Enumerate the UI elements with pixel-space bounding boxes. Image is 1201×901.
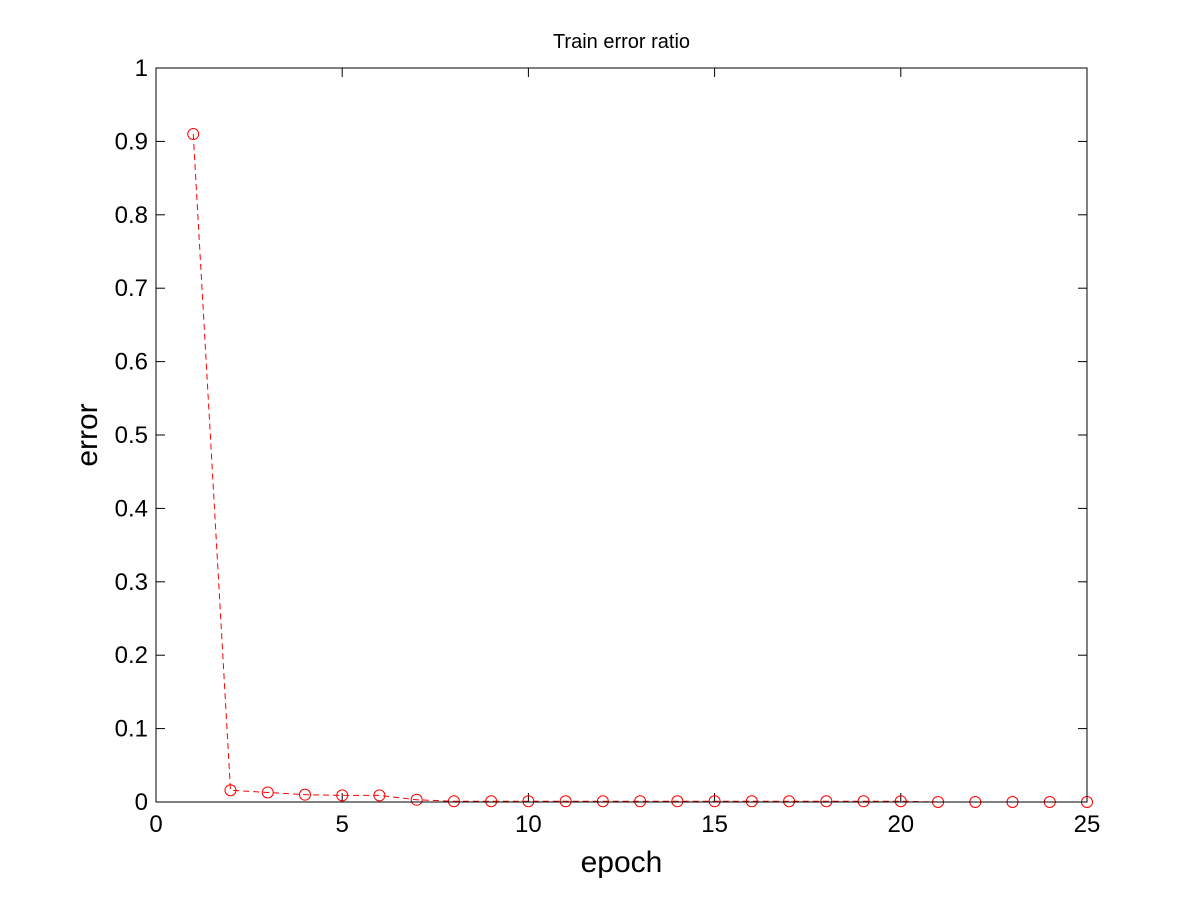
data-point [336, 789, 349, 802]
data-point [596, 795, 609, 808]
data-point [857, 795, 870, 808]
x-tick-label: 15 [701, 811, 728, 838]
y-tick-label: 0.1 [115, 716, 148, 743]
x-tick-label: 20 [887, 811, 914, 838]
data-point [224, 784, 237, 797]
data-point [671, 795, 684, 808]
data-point [559, 795, 572, 808]
y-tick-label: 0.8 [115, 202, 148, 229]
data-point [745, 795, 758, 808]
chart-title: Train error ratio [553, 31, 690, 53]
x-axis-label: epoch [581, 846, 663, 879]
y-tick-label: 0.6 [115, 349, 148, 376]
data-point [894, 795, 907, 808]
data-point [187, 128, 200, 141]
x-tick-label: 25 [1074, 811, 1101, 838]
data-point [485, 795, 498, 808]
data-point [634, 795, 647, 808]
y-tick-label: 0.3 [115, 569, 148, 596]
y-tick-label: 0.2 [115, 642, 148, 669]
data-point [522, 795, 535, 808]
x-tick-label: 0 [149, 811, 162, 838]
data-point [298, 788, 311, 801]
data-point [410, 793, 423, 806]
data-point [447, 795, 460, 808]
x-tick-label: 5 [336, 811, 349, 838]
data-point [708, 795, 721, 808]
y-tick-label: 0.4 [115, 495, 148, 522]
y-axis-label: error [71, 403, 104, 466]
plot-area [156, 68, 1087, 802]
data-point [783, 795, 796, 808]
data-point [261, 786, 274, 799]
y-tick-label: 0.9 [115, 128, 148, 155]
plot-frame [155, 67, 1088, 803]
y-axis-ticks: 0 0.1 0.2 0.3 0.4 0.5 0.6 0.7 0.8 0.9 1 [115, 55, 1087, 816]
y-tick-label: 1 [135, 55, 148, 82]
data-point [373, 789, 386, 802]
y-tick-label: 0.5 [115, 422, 148, 449]
x-axis-ticks: 0 5 10 15 20 25 [149, 68, 1100, 838]
y-tick-label: 0 [135, 789, 148, 816]
x-tick-label: 10 [515, 811, 542, 838]
data-point [820, 795, 833, 808]
y-tick-label: 0.7 [115, 275, 148, 302]
